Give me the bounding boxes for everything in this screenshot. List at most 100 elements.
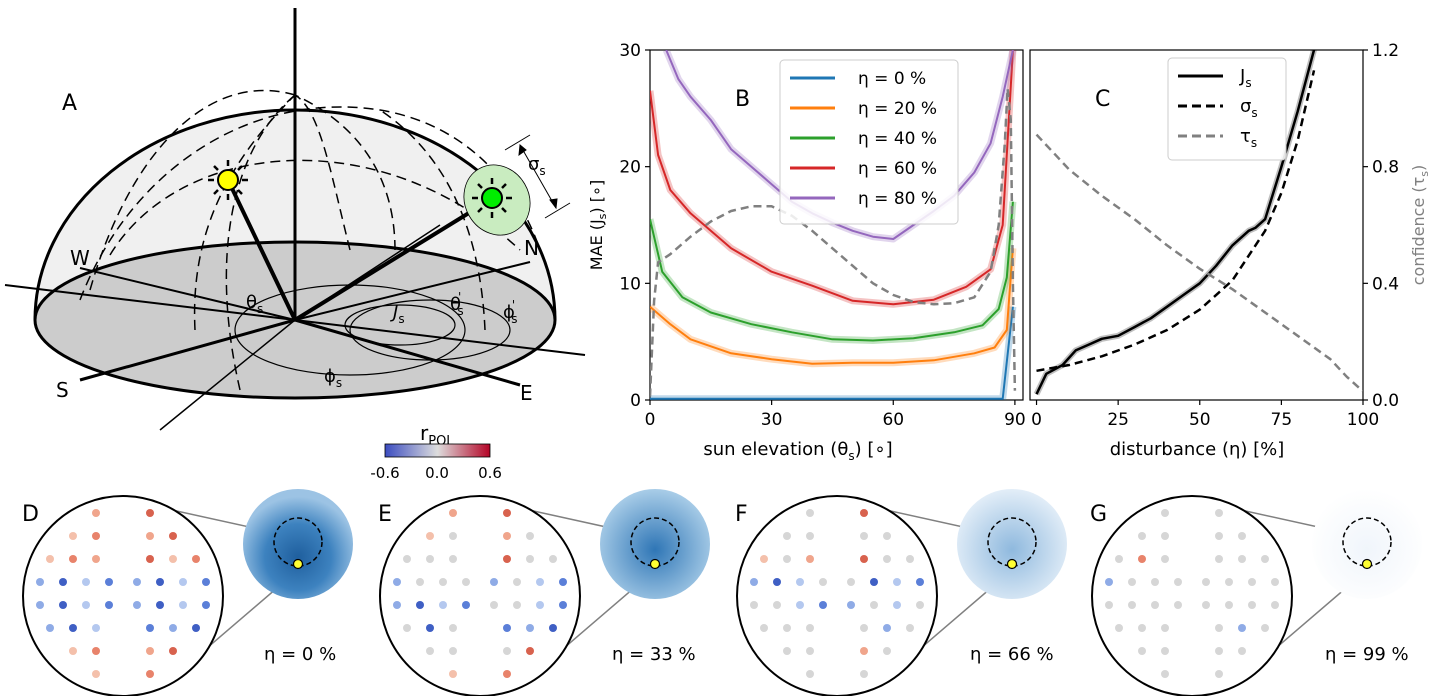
sensor-dot — [393, 601, 401, 609]
sensor-dot — [462, 578, 470, 586]
label-theta-s-prime: θ' s — [450, 290, 464, 318]
colorbar: rPOL -0.6 0.0 0.6 — [370, 421, 502, 482]
sensor-dot — [69, 647, 77, 655]
sensor-dot — [403, 555, 411, 563]
sensor-dot — [847, 601, 855, 609]
sensor-dot — [169, 555, 177, 563]
sensor-dot — [806, 624, 814, 632]
sensor-dot — [490, 601, 498, 609]
series-line-1 — [650, 248, 1014, 365]
sensor-caption: η = 33 % — [612, 644, 696, 665]
sensor-dot — [796, 601, 804, 609]
label-j-s: Js — [390, 302, 405, 326]
y-tick-label: 10 — [619, 274, 641, 294]
sensor-dot — [503, 670, 511, 678]
sensor-dot — [1161, 509, 1169, 517]
x-tick-label: 75 — [1271, 410, 1293, 430]
sensor-dot — [416, 601, 424, 609]
y-tick-label: 0.8 — [1372, 158, 1399, 178]
sensor-panel — [1091, 489, 1422, 696]
sun-true-icon — [208, 160, 248, 200]
sensor-dot — [503, 555, 511, 563]
sensor-dot — [860, 532, 868, 540]
sensor-zoom-circle — [22, 495, 224, 696]
sensor-dot — [847, 578, 855, 586]
sun-estimate-icon — [472, 178, 512, 218]
sensor-dot — [783, 555, 791, 563]
series-line-3 — [650, 50, 1014, 306]
sensor-dot — [169, 647, 177, 655]
sensor-dot — [1225, 601, 1233, 609]
sensor-dot — [92, 670, 100, 678]
sensor-dot — [59, 578, 67, 586]
sensor-dot — [883, 624, 891, 632]
series-line-0 — [650, 306, 1014, 400]
legend-box — [779, 59, 959, 225]
sensor-dot — [760, 624, 768, 632]
series-line-2 — [1035, 133, 1363, 393]
legend-label: Js — [1239, 66, 1252, 90]
sensor-dot — [146, 509, 154, 517]
panel-b-chart: 0 10 20 30 0 30 60 90 B sun elevation (θs) [∘]… — [587, 41, 1026, 463]
x-tick-label: 100 — [1347, 410, 1379, 430]
sun-ring — [1342, 517, 1392, 567]
compass-s: S — [56, 378, 69, 402]
sensor-dot — [449, 509, 457, 517]
sensor-dot — [1248, 578, 1256, 586]
sensor-dot — [426, 532, 434, 540]
sensor-dot — [1105, 601, 1113, 609]
sensor-dot — [559, 578, 567, 586]
sensor-dot — [169, 532, 177, 540]
sky-map — [600, 489, 710, 599]
sensor-dot — [426, 647, 434, 655]
sensor-dot — [806, 647, 814, 655]
panel-c-ylabel-right: confidence (τs) — [1409, 165, 1431, 286]
sensor-dot — [819, 601, 827, 609]
y-tick-label: 20 — [619, 158, 641, 178]
sensor-dot — [893, 601, 901, 609]
sensor-dot — [439, 601, 447, 609]
sensor-dot — [1215, 509, 1223, 517]
sensor-dot — [202, 578, 210, 586]
sensor-dot — [549, 624, 557, 632]
compass-n: N — [524, 236, 539, 260]
colorbar-tick: -0.6 — [370, 464, 399, 482]
series-line-2 — [650, 201, 1014, 342]
sensor-dot — [426, 555, 434, 563]
sensor-dot — [46, 624, 54, 632]
sensor-dot — [1115, 555, 1123, 563]
sensor-dot — [893, 578, 901, 586]
sensor-zoom-circle — [379, 495, 581, 696]
sensor-dot — [449, 624, 457, 632]
sensor-dot — [82, 601, 90, 609]
label-phi-s-prime: ϕ' s — [503, 298, 517, 326]
sensor-dot — [559, 601, 567, 609]
sensor-dot — [146, 624, 154, 632]
sensor-zoom-circle — [736, 495, 938, 696]
sun-marker — [1006, 558, 1018, 570]
y-tick-label: 0.4 — [1372, 274, 1399, 294]
legend-label: σs — [1240, 96, 1258, 120]
sensor-dot — [1238, 555, 1246, 563]
sensor-dot — [883, 555, 891, 563]
sensor-dot — [503, 647, 511, 655]
sensor-dot — [1105, 578, 1113, 586]
sensor-dot — [1261, 555, 1269, 563]
series-line-4 — [665, 50, 1014, 240]
sensor-dot — [202, 601, 210, 609]
panel-label-c: C — [1095, 87, 1110, 112]
sensor-dot — [1115, 624, 1123, 632]
sensor-dot — [1215, 670, 1223, 678]
y-tick-label: 0 — [630, 391, 641, 411]
panel-b-legend: η = 0 % η = 20 % η = 40 % η = 60 % η = 80 % — [779, 59, 959, 225]
panel-c-chart: 0.0 0.4 0.8 1.2 0 25 50 75 100 C disturbance (η… — [1029, 41, 1431, 460]
sensor-dot — [513, 601, 521, 609]
sensor-dot — [439, 578, 447, 586]
sensor-dot — [1138, 555, 1146, 563]
colorbar-tick: 0.0 — [425, 464, 449, 482]
sensor-dot — [760, 555, 768, 563]
sensor-dot — [906, 624, 914, 632]
sensor-dot — [105, 578, 113, 586]
x-tick-label: 90 — [1004, 410, 1026, 430]
